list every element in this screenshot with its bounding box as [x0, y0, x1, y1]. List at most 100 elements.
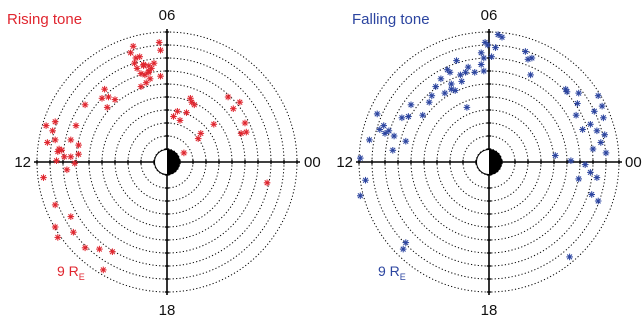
mlt-label-18: 18	[481, 302, 498, 319]
event-marker	[58, 147, 66, 154]
event-marker	[462, 69, 469, 76]
event-marker	[236, 98, 244, 106]
event-marker	[174, 108, 181, 115]
event-marker	[480, 67, 488, 75]
event-marker	[243, 128, 250, 136]
mlt-label-06: 06	[481, 7, 498, 24]
event-marker	[589, 145, 597, 153]
event-marker	[457, 71, 464, 79]
radius-label-subscript: E	[400, 272, 406, 282]
event-marker	[237, 130, 245, 137]
event-marker	[453, 57, 460, 64]
event-marker	[498, 33, 506, 41]
event-marker	[601, 131, 609, 138]
event-marker	[563, 88, 571, 96]
event-marker	[494, 31, 502, 38]
radius-label-main: 9 R	[378, 263, 400, 279]
event-marker	[477, 49, 485, 57]
event-marker	[527, 71, 534, 79]
event-marker	[381, 130, 389, 137]
event-marker	[444, 66, 451, 73]
event-marker	[432, 83, 440, 90]
event-marker	[127, 49, 134, 57]
event-marker	[574, 100, 581, 107]
event-marker	[594, 197, 602, 205]
radius-label-subscript: E	[79, 272, 85, 282]
event-marker	[180, 149, 188, 157]
event-marker	[602, 149, 610, 157]
event-marker	[67, 136, 75, 144]
event-marker	[572, 111, 580, 119]
falling-tone-events	[356, 31, 610, 261]
event-marker	[356, 192, 364, 200]
event-marker	[402, 239, 410, 246]
event-marker	[176, 117, 184, 124]
earth-night-side	[167, 149, 180, 175]
event-marker	[366, 136, 373, 144]
event-marker	[54, 234, 62, 241]
event-marker	[133, 65, 141, 72]
event-marker	[587, 169, 594, 176]
event-marker	[81, 101, 89, 109]
event-marker	[579, 126, 586, 133]
event-marker	[402, 137, 410, 145]
event-marker	[524, 55, 532, 63]
event-marker	[148, 65, 155, 72]
event-marker	[407, 101, 415, 109]
event-marker	[140, 62, 147, 70]
event-marker	[44, 139, 51, 146]
event-marker	[103, 104, 111, 111]
event-marker	[157, 46, 164, 54]
event-marker	[463, 104, 471, 111]
event-marker	[40, 174, 47, 181]
panel-title: Rising tone	[7, 11, 82, 28]
mlt-label-00: 00	[304, 154, 321, 171]
event-marker	[131, 59, 138, 67]
radius-label: 9 RE	[378, 263, 406, 282]
axis-ticks	[358, 31, 620, 293]
mlt-label-06: 06	[159, 7, 176, 24]
event-marker	[551, 152, 559, 159]
event-marker	[51, 136, 59, 144]
event-marker	[109, 248, 116, 255]
event-marker	[492, 44, 499, 51]
event-marker	[419, 111, 427, 119]
event-marker	[96, 245, 103, 253]
event-marker	[150, 59, 158, 67]
axis-ticks	[36, 31, 298, 293]
event-marker	[590, 108, 598, 115]
event-marker	[447, 80, 455, 88]
event-marker	[137, 83, 145, 90]
earth-symbol	[476, 149, 502, 175]
event-marker	[137, 70, 145, 77]
event-marker	[428, 92, 436, 99]
event-marker	[100, 266, 107, 274]
radius-label-main: 9 R	[57, 263, 79, 279]
mlt-label-18: 18	[159, 302, 176, 319]
event-marker	[188, 98, 195, 106]
earth-night-side	[489, 149, 502, 175]
event-marker	[362, 176, 369, 184]
event-marker	[81, 244, 89, 252]
event-marker	[155, 39, 163, 46]
event-marker	[356, 154, 364, 162]
event-marker	[385, 127, 393, 135]
event-marker	[170, 113, 177, 120]
event-marker	[575, 175, 583, 183]
event-marker	[594, 92, 602, 99]
event-marker	[72, 122, 80, 129]
event-marker	[136, 53, 143, 61]
event-marker	[210, 121, 218, 128]
event-marker	[405, 113, 412, 120]
event-marker	[477, 61, 485, 68]
event-marker	[522, 48, 529, 55]
event-marker	[183, 109, 190, 116]
event-marker	[480, 54, 488, 62]
event-marker	[376, 126, 384, 133]
event-marker	[389, 147, 397, 154]
panel-title: Falling tone	[352, 11, 430, 28]
event-marker	[425, 98, 433, 106]
event-marker	[451, 87, 459, 94]
event-marker	[61, 153, 68, 161]
event-marker	[71, 160, 78, 167]
